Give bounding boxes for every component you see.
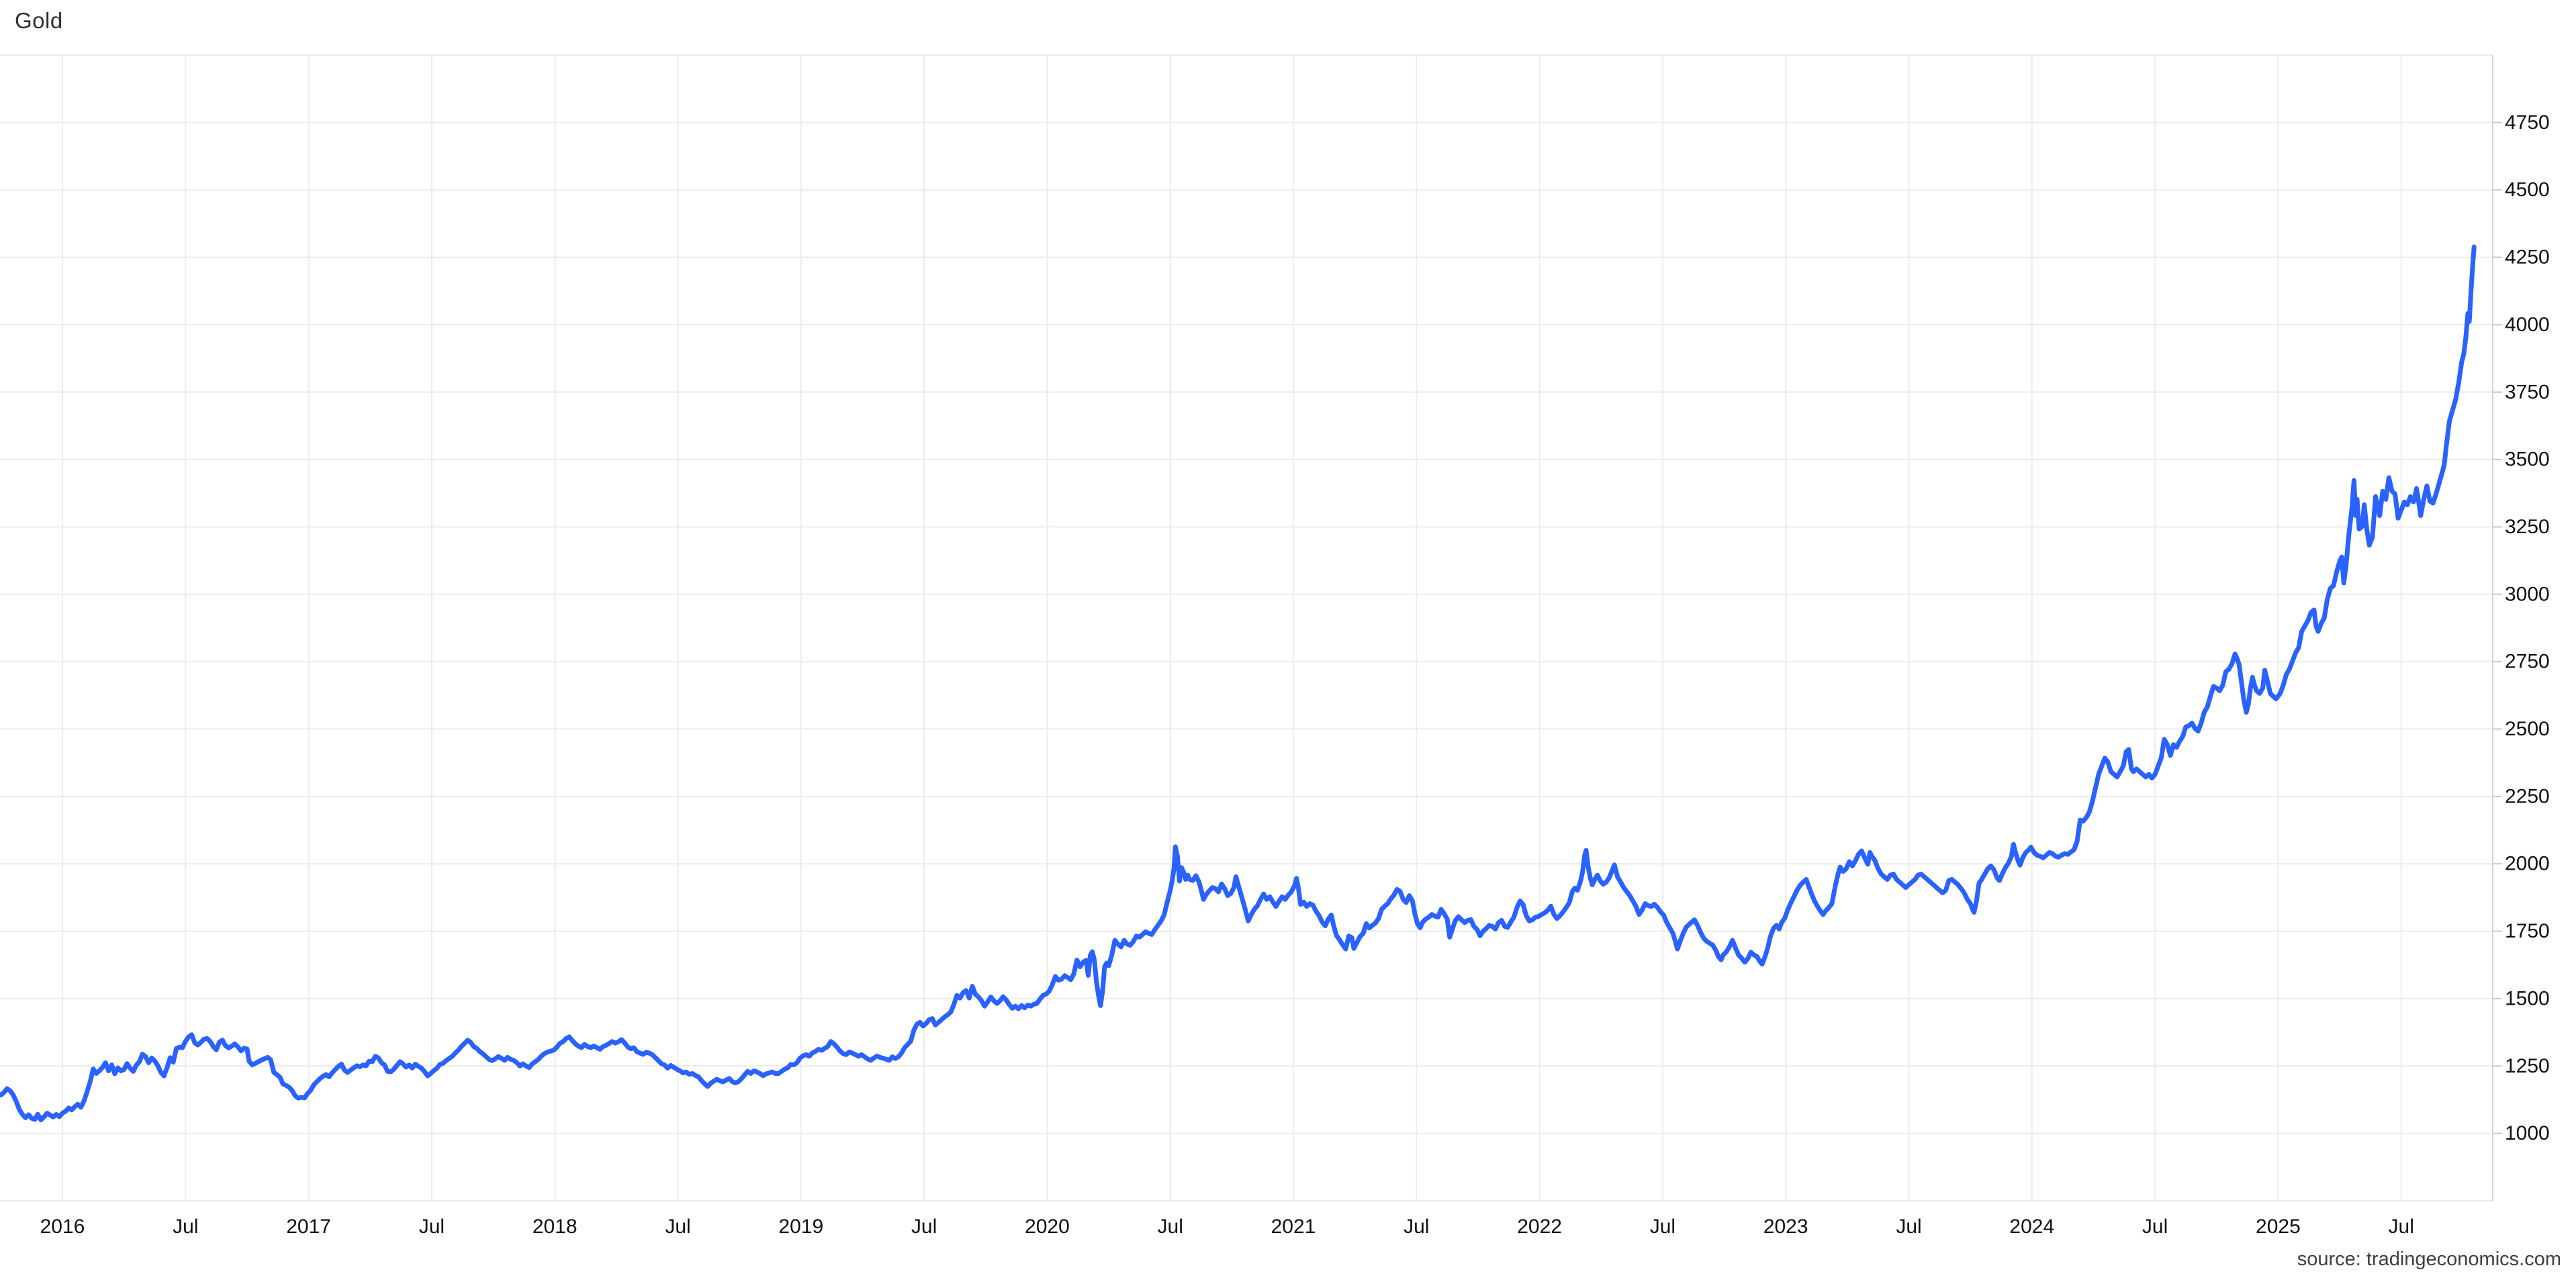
y-tick-label: 3750 (2505, 381, 2550, 403)
x-tick-label: 2020 (1025, 1216, 1070, 1238)
x-tick-label: 2016 (40, 1216, 85, 1238)
y-axis-tick-labels: 1000 1250 1500 1750 2000 2250 2500 2750 3000 3250… (2505, 111, 2550, 1144)
y-tick-label: 4750 (2505, 111, 2550, 134)
y-tick-label: 4000 (2505, 314, 2550, 336)
y-tick-label: 1250 (2505, 1055, 2550, 1077)
gold-price-series-line (0, 244, 2477, 1123)
x-tick-label: 2024 (2009, 1216, 2054, 1238)
source-attribution: source: tradingeconomics.com (2297, 1248, 2561, 1270)
y-tick-label: 1750 (2505, 920, 2550, 942)
y-tick-label: 4500 (2505, 179, 2550, 201)
x-axis-tick-labels: 2016 Jul 2017 Jul 2018 Jul 2019 Jul 2020 Jul 2021 J… (40, 1216, 2414, 1238)
x-tick-label: Jul (2389, 1216, 2414, 1238)
x-tick-label: 2023 (1763, 1216, 1808, 1238)
gold-price-line (0, 244, 2477, 1123)
x-tick-label: 2019 (778, 1216, 823, 1238)
y-axis-right (2492, 55, 2502, 1201)
y-tick-label: 1500 (2505, 987, 2550, 1009)
x-tick-label: Jul (173, 1216, 198, 1238)
y-tick-label: 3250 (2505, 516, 2550, 538)
x-tick-label: Jul (1158, 1216, 1183, 1238)
y-tick-label: 1000 (2505, 1122, 2550, 1144)
y-tick-label: 2750 (2505, 651, 2550, 673)
y-tick-label: 3500 (2505, 449, 2550, 471)
y-tick-label: 2250 (2505, 785, 2550, 807)
x-tick-label: 2025 (2256, 1216, 2301, 1238)
x-tick-label: 2022 (1517, 1216, 1562, 1238)
x-tick-label: 2021 (1271, 1216, 1316, 1238)
y-tick-label: 2000 (2505, 853, 2550, 875)
x-tick-label: 2017 (286, 1216, 331, 1238)
x-tick-label: Jul (665, 1216, 690, 1238)
x-tick-label: Jul (419, 1216, 445, 1238)
x-tick-label: Jul (1404, 1216, 1429, 1238)
y-tick-label: 2500 (2505, 718, 2550, 740)
x-tick-label: Jul (911, 1216, 937, 1238)
x-tick-label: Jul (1650, 1216, 1675, 1238)
x-tick-label: Jul (1896, 1216, 1921, 1238)
x-tick-label: Jul (2142, 1216, 2168, 1238)
x-tick-label: 2018 (533, 1216, 578, 1238)
horizontal-gridlines (0, 54, 2493, 1201)
vertical-gridlines (62, 55, 2402, 1201)
y-tick-label: 4250 (2505, 246, 2550, 269)
chart-title: Gold (15, 8, 63, 33)
y-tick-label: 3000 (2505, 583, 2550, 605)
